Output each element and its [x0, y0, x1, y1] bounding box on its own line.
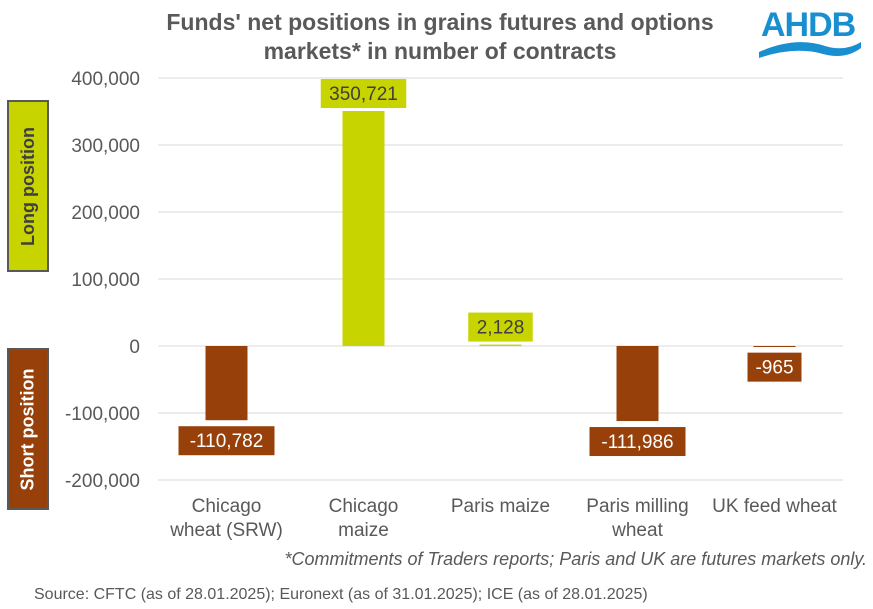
y-tick-label: -100,000 [65, 404, 140, 425]
y-tick-label: 100,000 [71, 270, 140, 291]
long-position-label: Long position [7, 100, 49, 272]
data-label-box [320, 79, 407, 109]
data-label: -965 [755, 358, 793, 379]
x-tick-label: wheat [611, 520, 663, 541]
data-label-box [747, 352, 802, 382]
footnote: *Commitments of Traders reports; Paris a… [284, 549, 867, 569]
y-tick-label: 300,000 [71, 136, 140, 157]
x-tick-label: Paris maize [451, 496, 550, 517]
logo-wave-icon [759, 42, 861, 58]
source-note: Source: CFTC (as of 28.01.2025); Euronex… [34, 586, 648, 603]
y-tick-label: 200,000 [71, 203, 140, 224]
chart-title: Funds' net positions in grains futures a… [166, 9, 714, 64]
data-label: -110,782 [190, 431, 264, 452]
short-position-label: Short position [7, 348, 49, 510]
x-tick-label: Chicago [192, 496, 262, 517]
y-tick-label: 400,000 [71, 69, 140, 90]
y-tick-label: 0 [129, 337, 140, 358]
bar [205, 346, 248, 421]
ahdb-logo: AHDB [755, 6, 865, 61]
y-tick-label: -200,000 [65, 471, 140, 492]
data-label: 2,128 [477, 318, 525, 339]
x-tick-label: UK feed wheat [712, 496, 837, 517]
bar [342, 111, 385, 346]
data-label-box [589, 427, 686, 457]
bar [753, 346, 796, 347]
x-tick-label: maize [338, 520, 389, 541]
data-label-box [178, 426, 275, 456]
x-tick-label: wheat (SRW) [169, 520, 283, 541]
x-tick-label: Chicago [329, 496, 399, 517]
data-label: -111,986 [601, 432, 673, 453]
logo-text: AHDB [761, 6, 856, 44]
data-label: 350,721 [329, 84, 398, 105]
bar [479, 344, 522, 346]
bar [616, 346, 659, 422]
data-label-box [468, 312, 533, 342]
x-tick-label: Paris milling [586, 496, 688, 517]
